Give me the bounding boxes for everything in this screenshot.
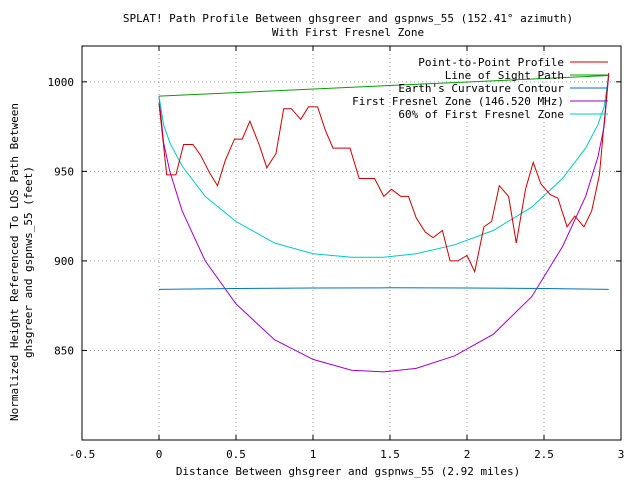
- series-group: [158, 72, 610, 373]
- x-tick-label: 3: [618, 448, 625, 461]
- legend-label: Line of Sight Path: [445, 69, 564, 82]
- y-tick-label: 900: [54, 255, 74, 268]
- x-axis-label: Distance Between ghsgreer and gspnws_55 …: [176, 465, 520, 478]
- series-line-2: [158, 287, 609, 290]
- axis-ticks: -0.5 0 0.5 1 1.5 2 2.5 3 850 900 950 1000: [48, 46, 625, 461]
- x-tick-label: 0: [156, 448, 163, 461]
- y-tick-label: 1000: [48, 76, 75, 89]
- x-tick-label: 1: [310, 448, 317, 461]
- legend-label: Point-to-Point Profile: [418, 56, 564, 69]
- plot-frame: [81, 45, 622, 441]
- chart-subtitle: With First Fresnel Zone: [272, 26, 424, 39]
- legend-label: First Fresnel Zone (146.520 MHz): [352, 95, 564, 108]
- legend-label: 60% of First Fresnel Zone: [398, 108, 564, 121]
- series-line-0: [158, 72, 610, 274]
- x-tick-label: 2: [464, 448, 471, 461]
- y-tick-label: 850: [54, 344, 74, 357]
- y-axis-label-line-2: ghsgreer and gspnws_55 (feet): [22, 166, 35, 358]
- x-tick-label: 0.5: [226, 448, 246, 461]
- legend-label: Earth's Curvature Contour: [398, 82, 564, 95]
- y-axis-label-line-1: Normalized Height Referenced To LOS Path…: [8, 103, 21, 421]
- series-line-1: [158, 75, 609, 97]
- x-tick-label: 2.5: [534, 448, 554, 461]
- grid: [82, 46, 621, 440]
- series-line-3: [158, 75, 610, 373]
- x-tick-label: 1.5: [380, 448, 400, 461]
- x-tick-label: -0.5: [69, 448, 96, 461]
- series-line-4: [158, 75, 610, 258]
- chart-title: SPLAT! Path Profile Between ghsgreer and…: [123, 12, 573, 25]
- y-tick-label: 950: [54, 165, 74, 178]
